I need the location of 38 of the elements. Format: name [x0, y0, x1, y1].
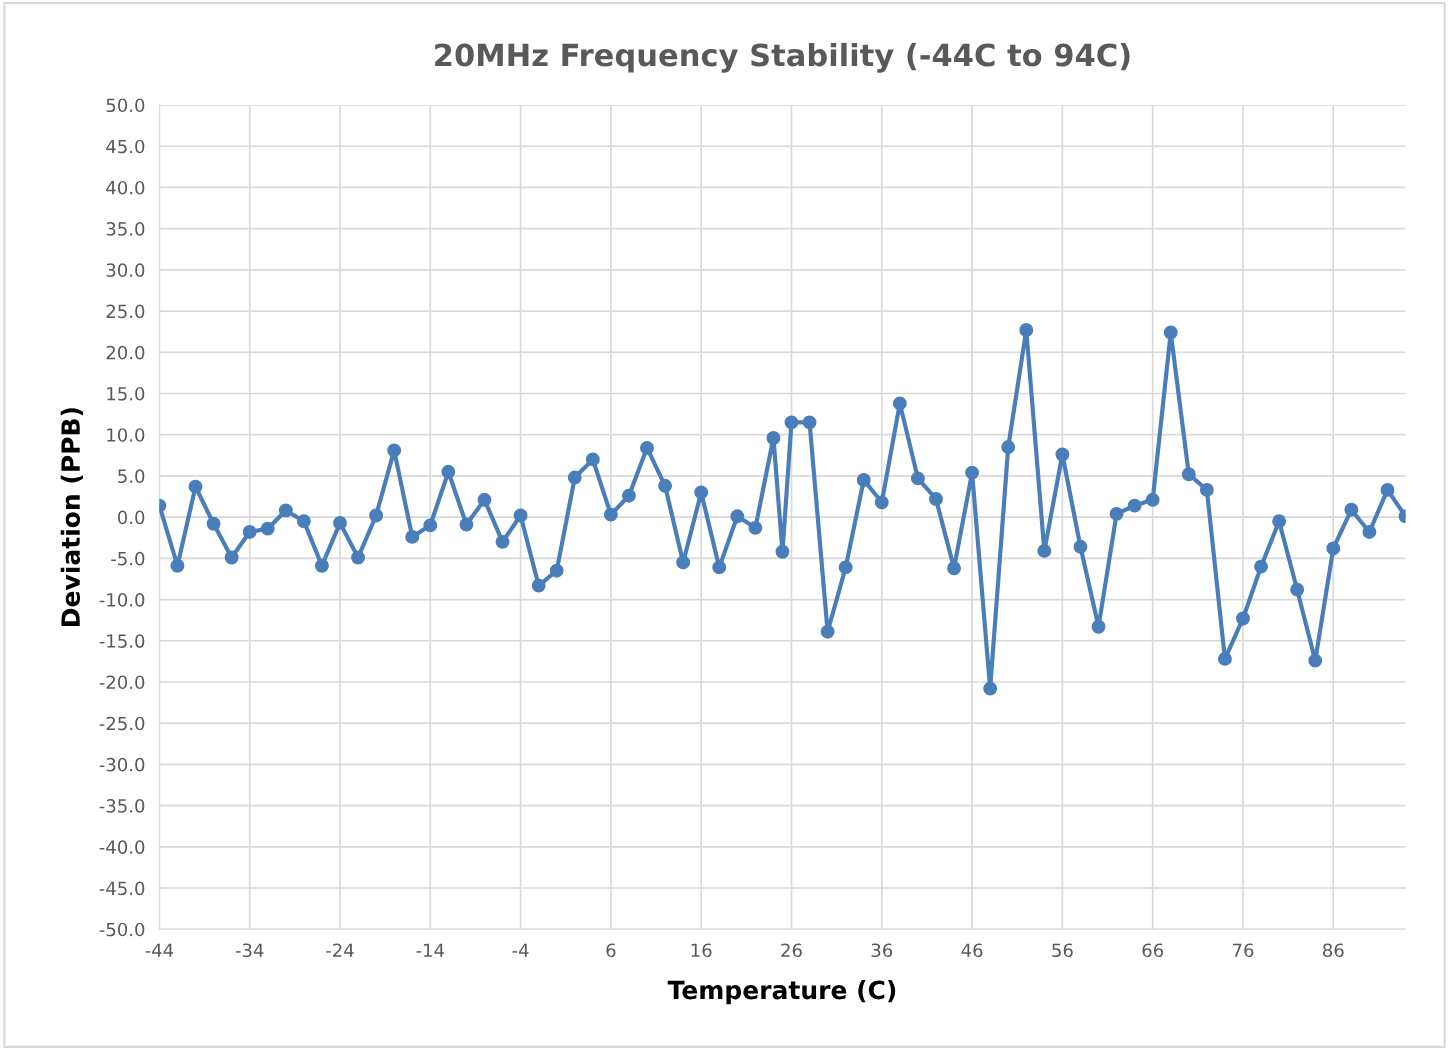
x-tick-label: -24 [326, 943, 354, 957]
y-tick-label: -15.0 [99, 634, 145, 648]
y-tick-label: 15.0 [107, 386, 145, 401]
x-tick-label: -4 [512, 943, 529, 957]
y-tick-label: 35.0 [106, 222, 145, 236]
y-tick-label: 45.0 [106, 139, 145, 154]
y-tick-label: 30.0 [106, 263, 145, 277]
y-tick-label: 25.0 [106, 304, 145, 319]
y-tick-label: -45.0 [99, 881, 145, 896]
x-tick-label: 6 [606, 943, 616, 958]
x-tick-label: 46 [961, 943, 983, 958]
y-axis-title: Deviation (PPB) [60, 408, 83, 626]
y-tick-label: 20.0 [106, 345, 145, 360]
x-tick-label: 16 [691, 943, 712, 958]
y-tick-label: -25.0 [99, 716, 145, 731]
x-tick-label: 76 [1232, 943, 1254, 958]
x-tick-label: 56 [1052, 943, 1073, 958]
chart-title: 20MHz Frequency Stability (-44C to 94C) [435, 42, 1130, 73]
x-tick-label: 26 [781, 943, 802, 958]
y-tick-label: -10.0 [99, 593, 145, 607]
y-tick-label: -50.0 [99, 922, 145, 937]
x-tick-label: 66 [1142, 943, 1164, 958]
y-tick-label: 0.0 [117, 510, 145, 525]
y-tick-label: -30.0 [99, 757, 145, 772]
x-axis-title: Temperature (C) [667, 980, 896, 1005]
x-tick-label: -34 [235, 943, 264, 958]
x-tick-label: -14 [416, 943, 445, 957]
y-tick-label: -35.0 [99, 799, 145, 813]
x-tick-label: 86 [1323, 943, 1344, 958]
y-tick-label: -20.0 [99, 675, 145, 690]
y-tick-label: 5.0 [118, 469, 145, 484]
y-tick-label: -40.0 [99, 840, 145, 854]
y-tick-label: 50.0 [106, 98, 145, 113]
y-tick-label: -5.0 [111, 551, 145, 566]
y-tick-label: 10.0 [107, 428, 145, 442]
x-tick-label: 36 [871, 943, 893, 958]
y-tick-label: 40.0 [106, 180, 145, 195]
x-tick-label: -44 [145, 943, 174, 957]
